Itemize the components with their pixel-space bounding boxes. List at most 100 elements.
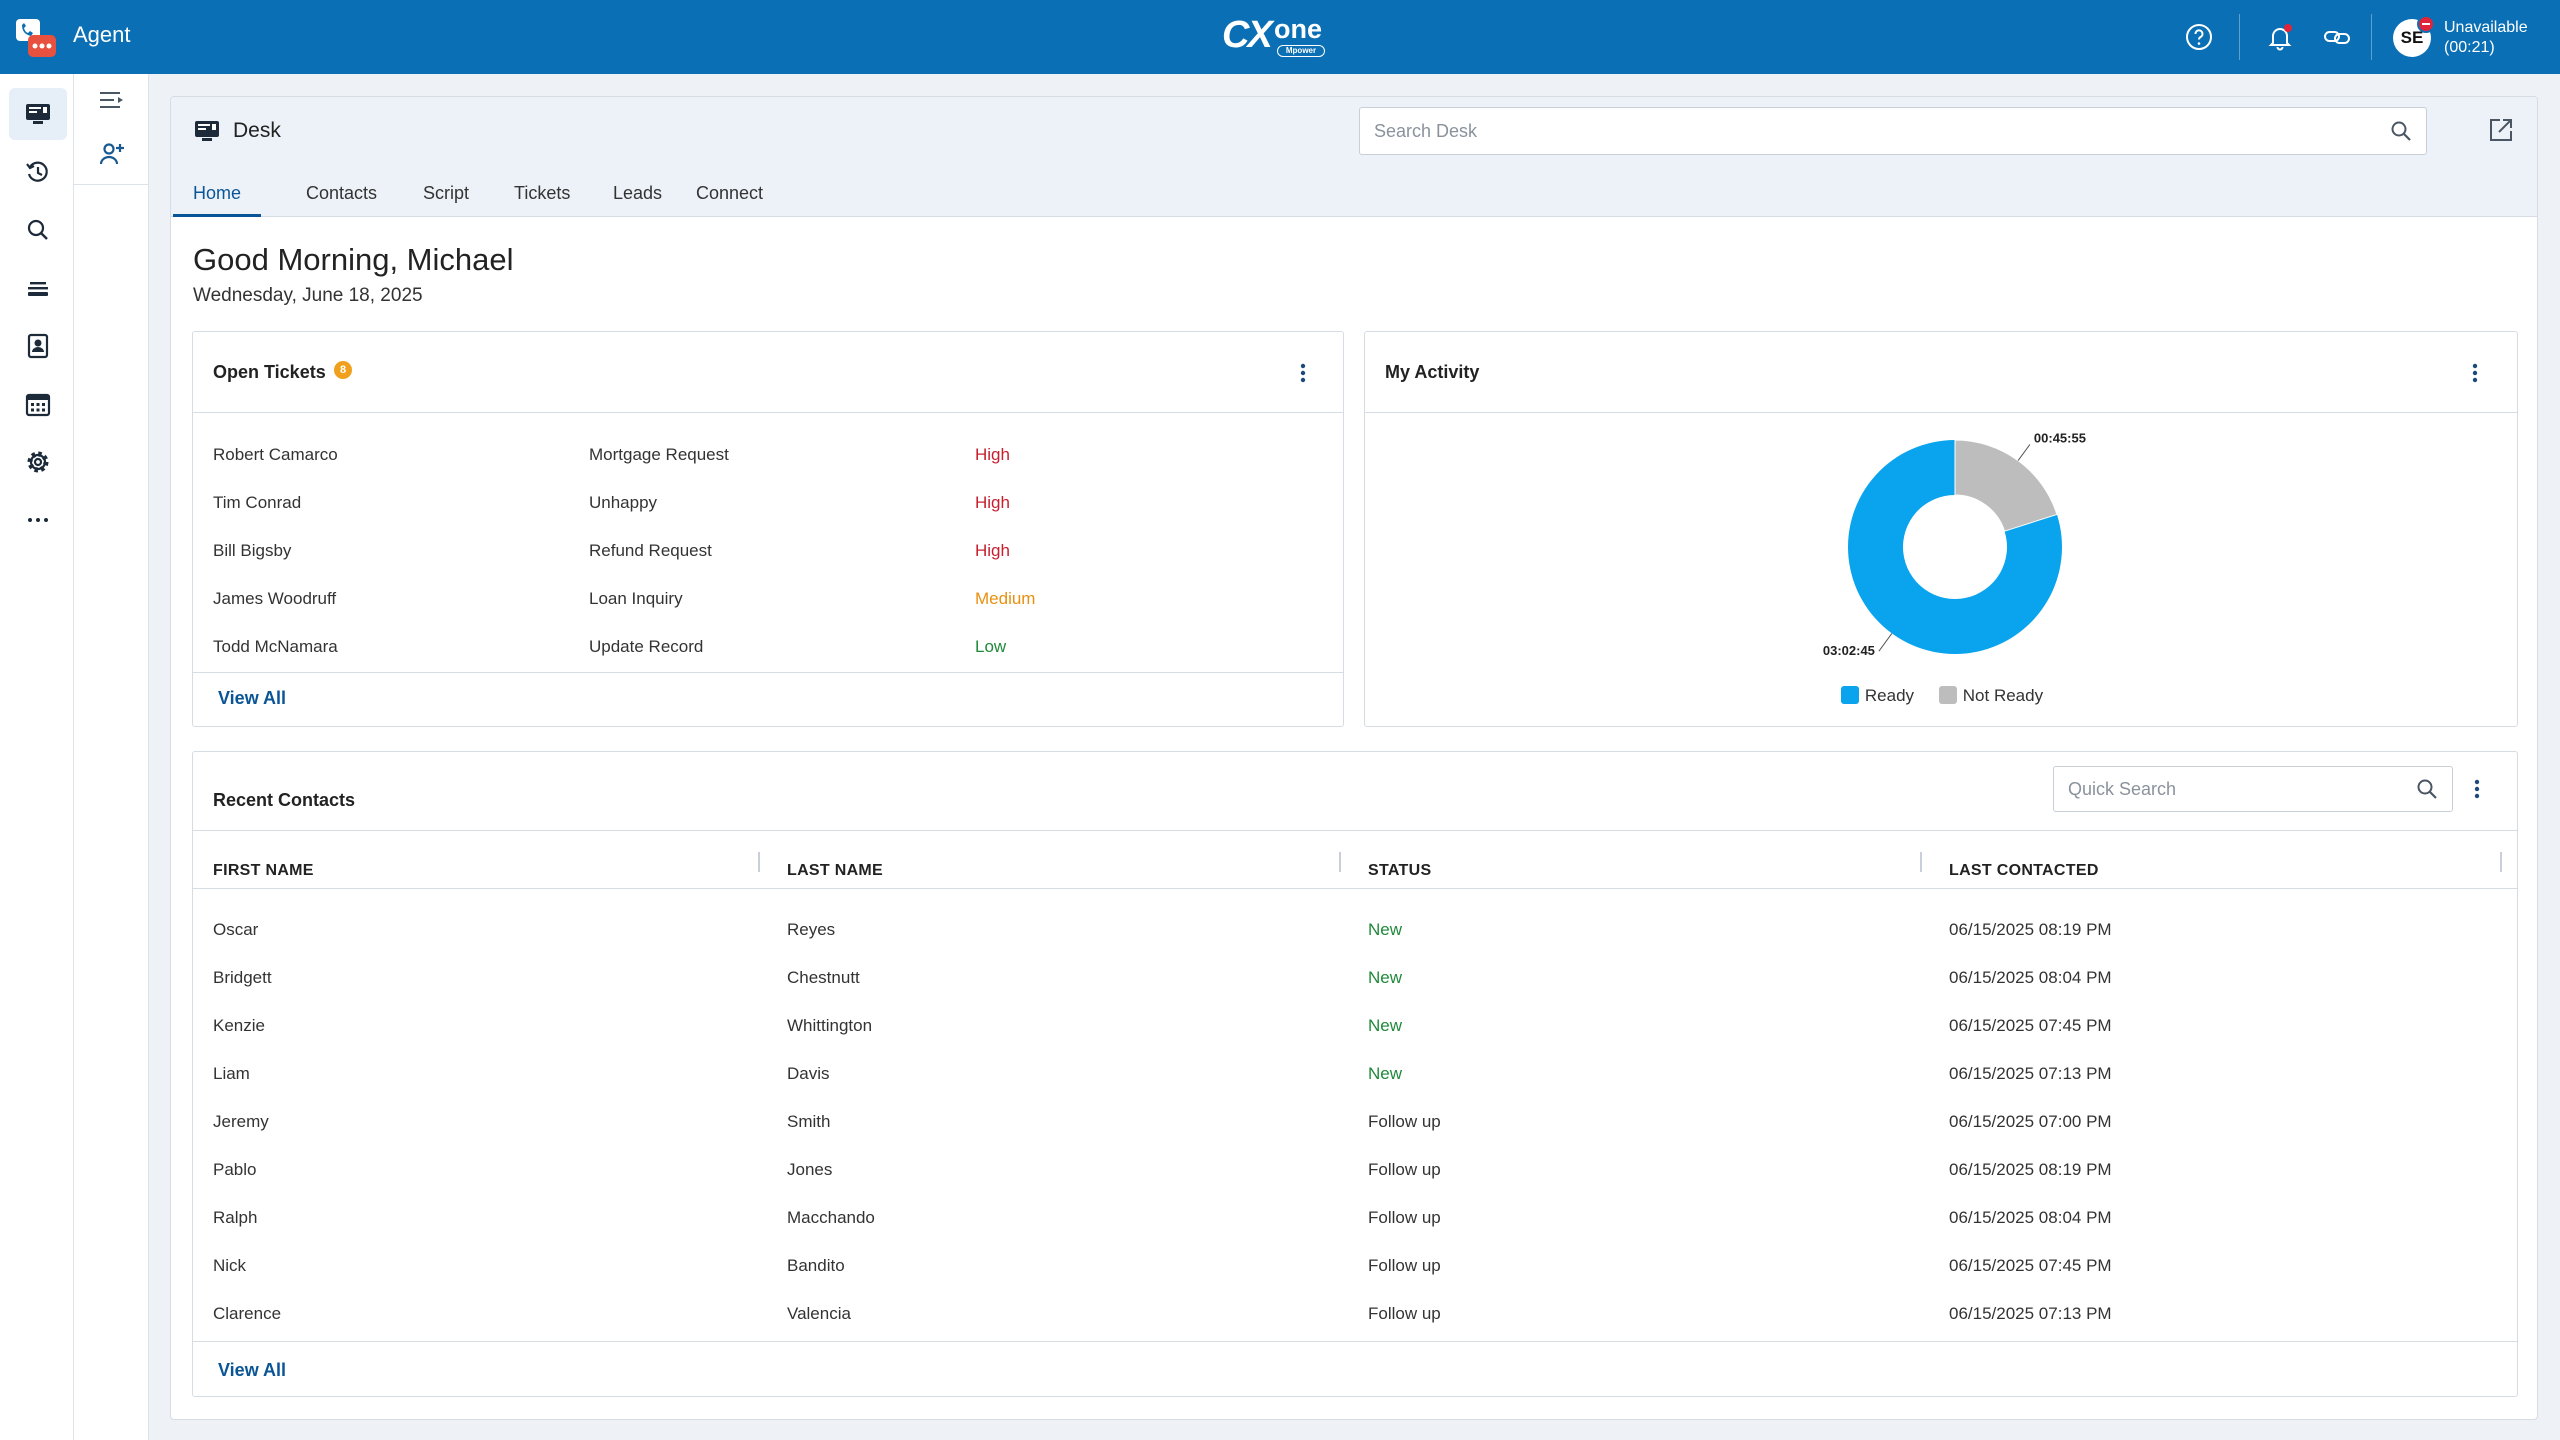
nav-queue[interactable]: [9, 262, 67, 314]
cell-first-name: Jeremy: [213, 1112, 269, 1131]
desk-search-input[interactable]: [1374, 108, 2354, 154]
ticket-priority: Medium: [975, 589, 1036, 608]
cell-first-name: Ralph: [213, 1208, 258, 1227]
card-divider: [193, 1341, 2517, 1342]
cell-last-contacted: 06/15/2025 08:19 PM: [1949, 1160, 2112, 1179]
table-row[interactable]: Nick Bandito Follow up 06/15/2025 07:45 …: [193, 1242, 2517, 1290]
ticket-subject: Loan Inquiry: [589, 589, 683, 608]
nav-settings[interactable]: [9, 436, 67, 488]
link-icon[interactable]: [2322, 22, 2352, 52]
cell-status: Follow up: [1368, 1112, 1441, 1131]
notifications-bell-icon[interactable]: [2265, 22, 2295, 52]
my-activity-title: My Activity: [1385, 362, 1480, 382]
app-title: Agent: [73, 22, 131, 47]
legend-not-ready[interactable]: Not Ready: [1938, 686, 2044, 705]
card-divider: [193, 830, 2517, 831]
ticket-subject: Mortgage Request: [589, 445, 729, 464]
ticket-subject: Unhappy: [589, 493, 658, 512]
ticket-priority: High: [975, 541, 1010, 560]
column-resize-handle[interactable]: [1920, 852, 1922, 872]
help-icon[interactable]: [2184, 22, 2214, 52]
column-resize-handle[interactable]: [758, 852, 760, 872]
quick-search-box[interactable]: [2053, 766, 2453, 812]
table-row[interactable]: Pablo Jones Follow up 06/15/2025 08:19 P…: [193, 1146, 2517, 1194]
cell-status: New: [1368, 920, 1403, 939]
recent-contacts-title: Recent Contacts: [213, 790, 356, 810]
popout-icon[interactable]: [2488, 117, 2514, 143]
view-all-tickets-link[interactable]: View All: [218, 688, 287, 708]
legend-not-ready-label: Not Ready: [1962, 686, 2044, 705]
ticket-row[interactable]: Bill Bigsby Refund Request High: [193, 527, 1343, 575]
nav-schedule[interactable]: [9, 378, 67, 430]
agent-status[interactable]: Unavailable (00:21): [2444, 18, 2528, 58]
nav-more[interactable]: [9, 494, 67, 546]
nav-directory[interactable]: [9, 320, 67, 372]
tab-leads[interactable]: Leads: [613, 183, 663, 203]
column-header-last-contacted[interactable]: LAST CONTACTED: [1949, 862, 2099, 879]
search-icon[interactable]: [2390, 120, 2412, 142]
column-resize-handle[interactable]: [1339, 852, 1341, 872]
tab-home[interactable]: Home: [173, 181, 262, 217]
add-contact-icon[interactable]: [98, 140, 126, 168]
rail-separator: [74, 184, 149, 185]
card-divider: [193, 412, 1343, 413]
not-ready-leader-line: [2017, 444, 2031, 461]
nav-search[interactable]: [9, 204, 67, 256]
current-date: Wednesday, June 18, 2025: [193, 285, 423, 306]
table-row[interactable]: Bridgett Chestnutt New 06/15/2025 08:04 …: [193, 954, 2517, 1002]
collapse-panel-icon[interactable]: [98, 88, 126, 112]
table-row[interactable]: Ralph Macchando Follow up 06/15/2025 08:…: [193, 1194, 2517, 1242]
table-row[interactable]: Clarence Valencia Follow up 06/15/2025 0…: [193, 1290, 2517, 1338]
cell-first-name: Bridgett: [213, 968, 272, 987]
topbar-divider: [2371, 14, 2372, 60]
cell-last-name: Whittington: [787, 1016, 873, 1035]
column-resize-handle[interactable]: [2500, 852, 2502, 872]
table-row[interactable]: Kenzie Whittington New 06/15/2025 07:45 …: [193, 1002, 2517, 1050]
not-ready-slice: [1954, 439, 2058, 532]
column-header-last-name[interactable]: LAST NAME: [787, 862, 884, 879]
tab-tickets[interactable]: Tickets: [514, 183, 571, 203]
cell-status: Follow up: [1368, 1160, 1441, 1179]
desk-icon: [195, 121, 219, 141]
quick-search-input[interactable]: [2068, 767, 2398, 811]
ticket-name: Todd McNamara: [213, 637, 338, 656]
ticket-priority: Low: [975, 637, 1007, 656]
cell-first-name: Pablo: [213, 1160, 257, 1179]
table-row[interactable]: Liam Davis New 06/15/2025 07:13 PM: [193, 1050, 2517, 1098]
cell-last-contacted: 06/15/2025 08:19 PM: [1949, 920, 2112, 939]
gear-icon: [27, 451, 49, 473]
history-icon: [26, 161, 48, 182]
tab-script[interactable]: Script: [423, 183, 470, 203]
desk-search-box[interactable]: [1359, 107, 2427, 155]
table-row[interactable]: Jeremy Smith Follow up 06/15/2025 07:00 …: [193, 1098, 2517, 1146]
agent-app-icon[interactable]: [14, 17, 58, 61]
ticket-row[interactable]: Tim Conrad Unhappy High: [193, 479, 1343, 527]
column-header-first-name[interactable]: FIRST NAME: [213, 862, 314, 879]
secondary-rail: [74, 74, 149, 1440]
cxone-logo: CX one Mpower: [1222, 12, 1330, 58]
activity-donut-chart: 03:02:45 00:45:55: [1823, 430, 2086, 658]
ready-leader-line: [1878, 633, 1893, 652]
kebab-menu-icon[interactable]: [2467, 776, 2487, 802]
kebab-menu-icon[interactable]: [2465, 360, 2485, 386]
cell-status: Follow up: [1368, 1304, 1441, 1323]
search-icon[interactable]: [2416, 778, 2438, 800]
nav-desk[interactable]: [9, 88, 67, 140]
ticket-row[interactable]: James Woodruff Loan Inquiry Medium: [193, 575, 1343, 623]
cell-last-contacted: 06/15/2025 08:04 PM: [1949, 968, 2112, 987]
ticket-row[interactable]: Todd McNamara Update Record Low: [193, 623, 1343, 671]
table-row[interactable]: Oscar Reyes New 06/15/2025 08:19 PM: [193, 906, 2517, 954]
column-header-status[interactable]: STATUS: [1368, 862, 1432, 879]
agent-status-label: Unavailable: [2444, 19, 2528, 36]
cell-last-name: Chestnutt: [787, 968, 860, 987]
tab-connect[interactable]: Connect: [696, 183, 764, 203]
kebab-menu-icon[interactable]: [1293, 360, 1313, 386]
nav-history[interactable]: [9, 146, 67, 198]
ready-swatch-icon: [1840, 686, 1859, 704]
legend-ready[interactable]: Ready: [1840, 686, 1919, 705]
ticket-row[interactable]: Robert Camarco Mortgage Request High: [193, 431, 1343, 479]
view-all-contacts-link[interactable]: View All: [218, 1360, 287, 1380]
tab-contacts[interactable]: Contacts: [306, 183, 378, 203]
cell-first-name: Nick: [213, 1256, 247, 1275]
cell-last-contacted: 06/15/2025 08:04 PM: [1949, 1208, 2112, 1227]
